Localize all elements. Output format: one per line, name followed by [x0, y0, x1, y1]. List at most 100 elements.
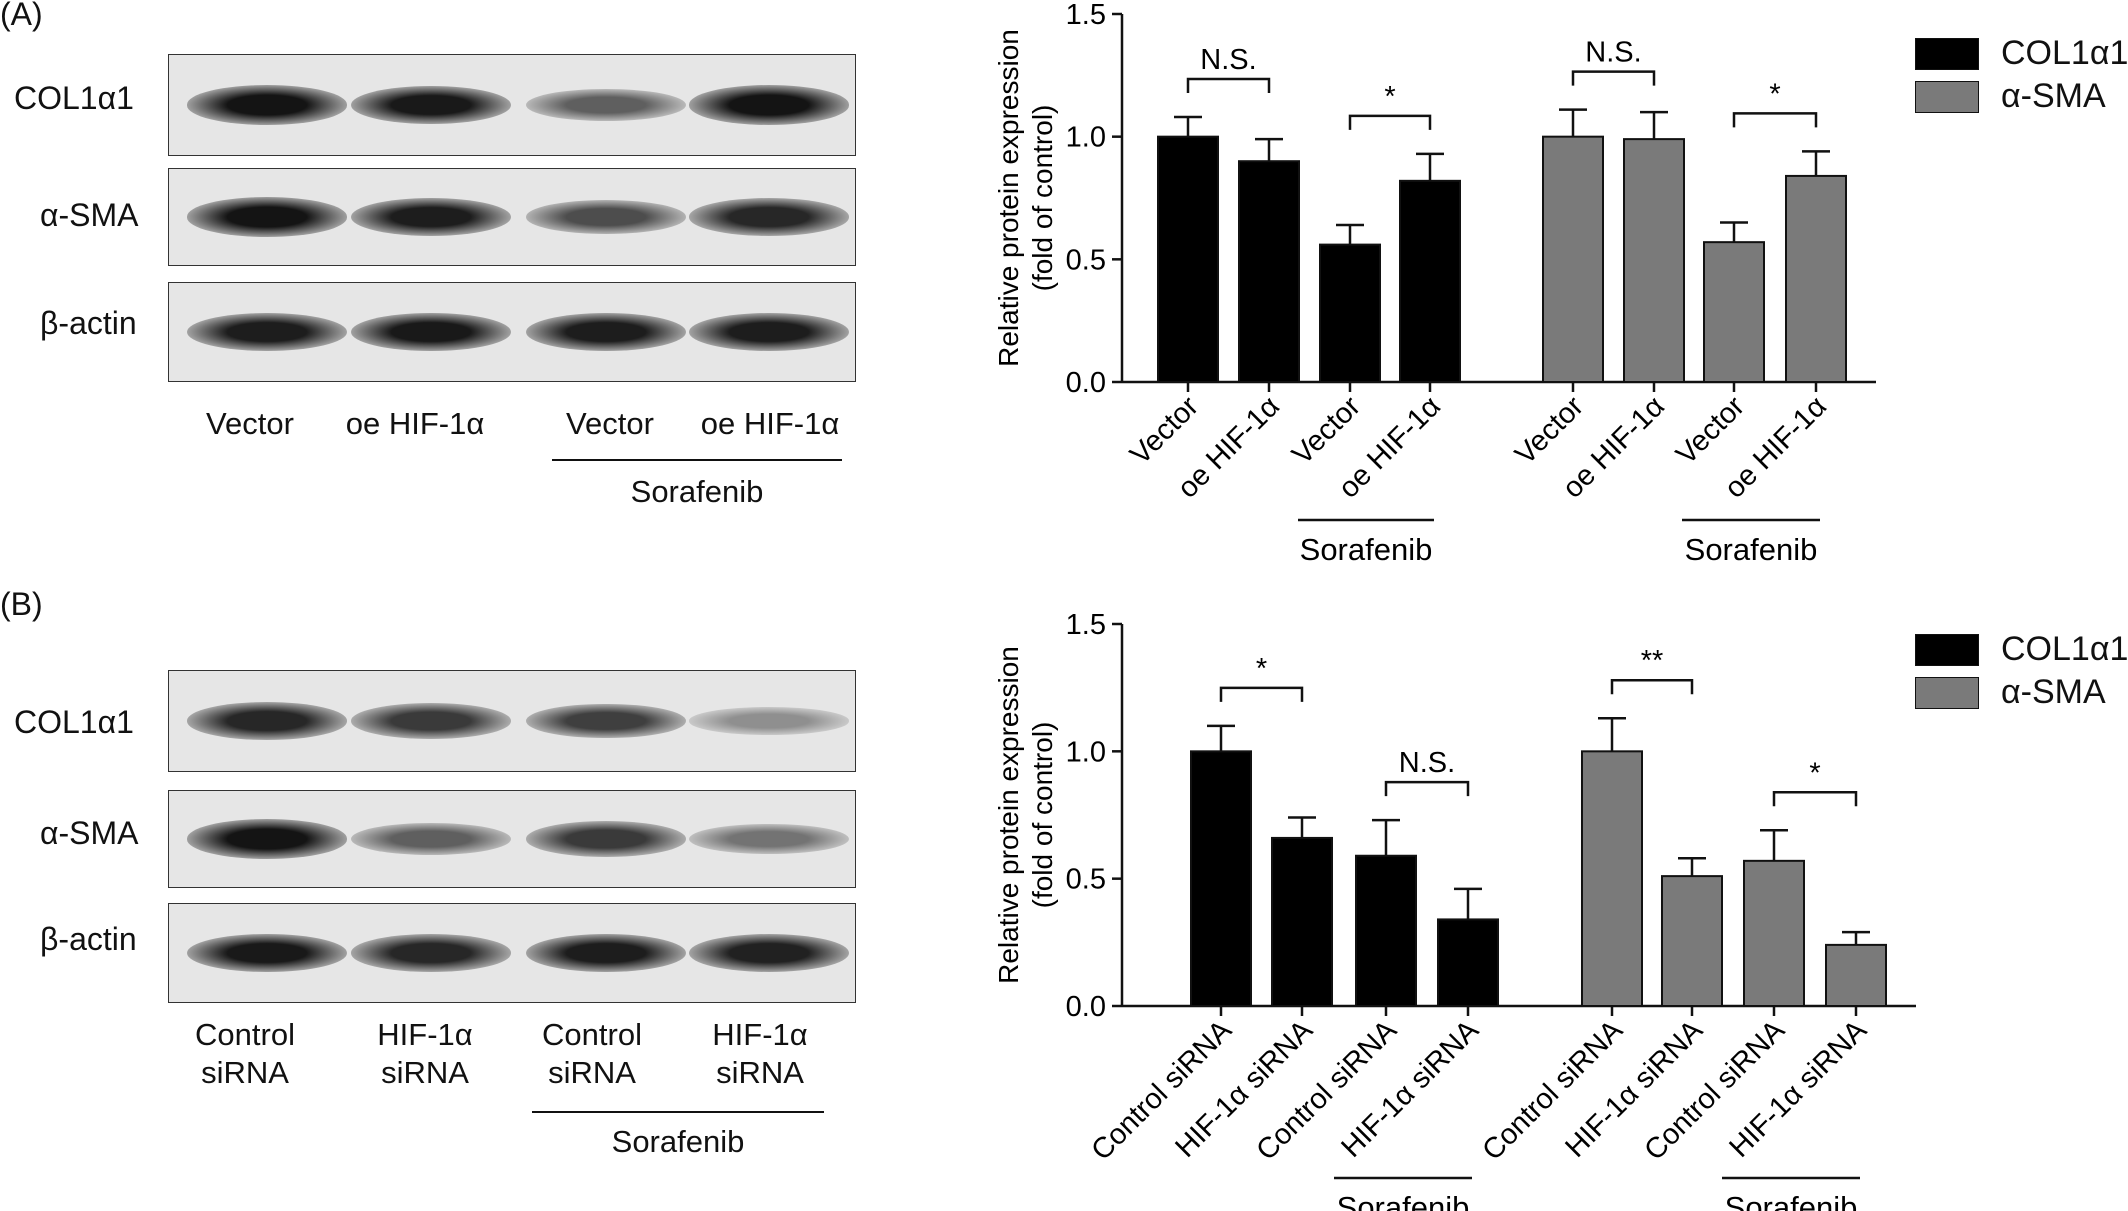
blot-b-lane-label: HIF-1α siRNA	[712, 1017, 808, 1090]
bar	[1542, 135, 1604, 383]
western-blot-band	[187, 933, 347, 973]
legend-item-col1a1: COL1α1	[1915, 630, 2128, 669]
western-blot-band	[187, 312, 347, 352]
x-tick-label: Vector	[1670, 390, 1751, 471]
western-blot-band	[187, 197, 347, 237]
x-tick-label: Vector	[1124, 390, 1205, 471]
significance-bracket	[1186, 77, 1271, 94]
x-tick-label: Control siRNA	[1476, 1014, 1629, 1167]
significance-label: N.S.	[1200, 44, 1256, 76]
chart-b-legend: COL1α1 α-SMA	[1915, 630, 2128, 712]
bar	[1703, 241, 1765, 383]
western-blot-band	[689, 934, 849, 972]
y-tick-label: 1.0	[1066, 122, 1106, 154]
y-tick-label: 0.0	[1066, 367, 1106, 399]
legend-swatch-black	[1915, 633, 1979, 666]
western-blot-band	[526, 821, 686, 857]
blot-a-row-label-asma: α-SMA	[40, 197, 139, 233]
bar	[1157, 135, 1219, 383]
significance-label: N.S.	[1585, 37, 1641, 69]
western-blot-band	[351, 934, 511, 972]
y-axis-label: Relative protein expression	[993, 646, 1024, 984]
x-tick-label: Control siRNA	[1638, 1014, 1791, 1167]
legend-item-col1a1: COL1α1	[1915, 34, 2128, 73]
western-blot-band	[526, 703, 686, 739]
western-blot-band	[526, 933, 686, 973]
significance-label: **	[1641, 645, 1664, 677]
legend-swatch-black	[1915, 37, 1979, 70]
blot-a-lane-label: Vector	[566, 406, 654, 441]
bar	[1437, 918, 1499, 1007]
y-tick-label: 1.5	[1066, 0, 1106, 31]
legend-label: α-SMA	[2001, 673, 2106, 711]
y-tick-label: 0.5	[1066, 244, 1106, 276]
blot-b-lane-label: Control siRNA	[542, 1017, 642, 1090]
bar	[1319, 243, 1381, 383]
western-blot-band	[689, 198, 849, 236]
legend-label: COL1α1	[2001, 630, 2128, 668]
western-blot-band	[689, 707, 849, 735]
y-tick-label: 0.0	[1066, 991, 1106, 1023]
blot-a-bactin-strip	[168, 282, 856, 382]
western-blot-band	[351, 85, 511, 125]
bar	[1238, 160, 1300, 383]
bar	[1355, 854, 1417, 1007]
western-blot-band	[689, 823, 849, 855]
chart-a-legend: COL1α1 α-SMA	[1915, 34, 2128, 116]
blot-b-row-label-asma: α-SMA	[40, 815, 139, 851]
bar	[1399, 179, 1461, 383]
blot-a-lane-label: Vector	[206, 406, 294, 441]
blot-a-lane-label: oe HIF-1α	[345, 406, 485, 441]
group-label: Sorafenib	[1725, 1190, 1858, 1211]
blot-a-sorafenib-bracket	[552, 459, 842, 461]
legend-label: α-SMA	[2001, 77, 2106, 115]
significance-bracket	[1219, 686, 1304, 702]
significance-bracket	[1610, 678, 1694, 695]
y-axis-label: Relative protein expression	[993, 29, 1024, 367]
western-blot-band	[526, 200, 686, 234]
blot-b-group-label: Sorafenib	[611, 1124, 745, 1159]
legend-item-asma: α-SMA	[1915, 77, 2128, 116]
significance-label: N.S.	[1399, 747, 1455, 779]
x-tick-label: Vector	[1509, 390, 1590, 471]
legend-swatch-gray	[1915, 676, 1979, 709]
blot-b-col1a1-strip	[168, 670, 856, 772]
bar	[1190, 750, 1252, 1007]
blot-a-col1a1-strip	[168, 54, 856, 156]
group-label: Sorafenib	[1685, 532, 1818, 567]
western-blot-band	[526, 89, 686, 121]
significance-bracket	[1571, 70, 1656, 86]
western-blot-band	[689, 312, 849, 352]
x-tick-label: Control siRNA	[1085, 1014, 1238, 1167]
y-tick-label: 0.5	[1066, 864, 1106, 896]
western-blot-band	[187, 702, 347, 740]
western-blot-band	[526, 312, 686, 352]
western-blot-band	[351, 197, 511, 237]
significance-bracket	[1348, 114, 1432, 130]
bar	[1271, 836, 1333, 1007]
y-axis-label-units: (fold of control)	[1027, 105, 1058, 292]
legend-swatch-gray	[1915, 80, 1979, 113]
blot-a-lane-label: oe HIF-1α	[700, 406, 840, 441]
significance-label: *	[1256, 653, 1267, 685]
bar	[1785, 174, 1847, 383]
bar	[1661, 875, 1723, 1007]
y-tick-label: 1.0	[1066, 736, 1106, 768]
blot-b-sorafenib-bracket	[532, 1111, 824, 1113]
bar	[1825, 943, 1887, 1008]
blot-a-row-label-bactin: β-actin	[40, 305, 137, 341]
significance-label: *	[1809, 757, 1820, 789]
significance-label: *	[1769, 78, 1780, 110]
western-blot-band	[351, 823, 511, 855]
significance-label: *	[1384, 81, 1395, 113]
legend-label: COL1α1	[2001, 34, 2128, 72]
group-label: Sorafenib	[1300, 532, 1433, 567]
chart-a: 0.0 0.5 1.0 1.5 Relative protein expression(…	[993, 0, 1876, 567]
blot-b-row-label-bactin: β-actin	[40, 921, 137, 957]
chart-b: 0.0 0.5 1.0 1.5 Relative protein expression(…	[993, 609, 1916, 1211]
blot-a-asma-strip	[168, 168, 856, 266]
blot-b-asma-strip	[168, 790, 856, 888]
western-blot-band	[187, 85, 347, 125]
blot-a-group-label: Sorafenib	[630, 474, 764, 509]
legend-item-asma: α-SMA	[1915, 673, 2128, 712]
